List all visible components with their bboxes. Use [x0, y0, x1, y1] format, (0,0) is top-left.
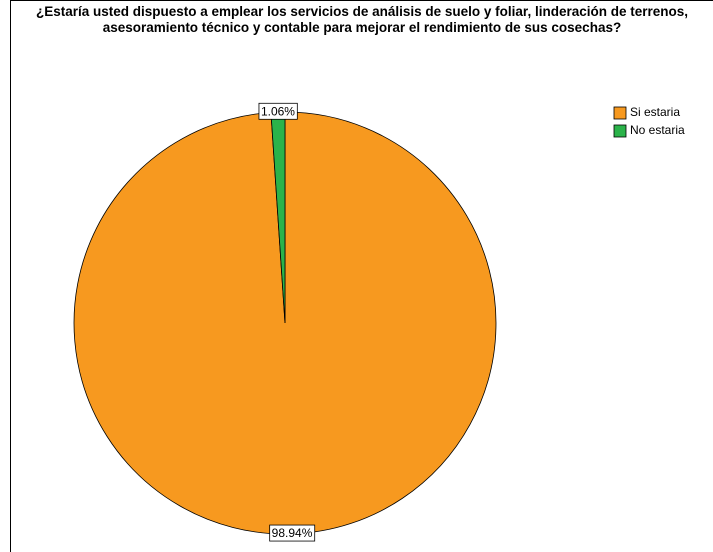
- legend-swatch: [613, 124, 627, 138]
- legend-swatch: [613, 106, 627, 120]
- legend-label: Si estaria: [630, 105, 680, 119]
- legend-label: No estaria: [630, 123, 685, 137]
- chart-title: ¿Estaría usted dispuesto a emplear los s…: [36, 4, 688, 35]
- data-label-box: [269, 524, 316, 542]
- data-label-box: [258, 102, 298, 120]
- data-label: 1.06%: [261, 104, 295, 118]
- frame: [10, 0, 713, 552]
- data-label: 98.94%: [272, 526, 313, 540]
